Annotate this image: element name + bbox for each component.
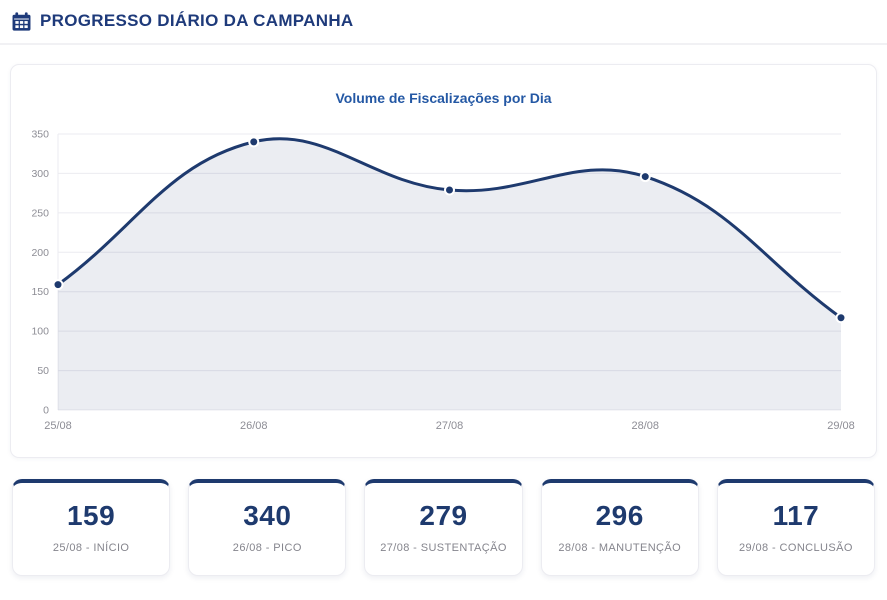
page-header: PROGRESSO DIÁRIO DA CAMPANHA [0,0,887,45]
y-tick-label: 100 [31,326,49,338]
data-point[interactable] [639,171,651,183]
x-tick-label: 29/08 [827,420,855,432]
summary-value: 159 [66,500,116,531]
y-tick-label: 200 [31,247,49,259]
x-tick-label: 28/08 [631,420,659,432]
chart-area: 0 50 100 150 200 250 300 350 25/08 26/08 27/08 28/0… [11,113,876,450]
y-tick-label: 50 [37,365,49,377]
summary-card-pico: 340 26/08 - PICO [188,479,347,576]
summary-value: 296 [595,500,644,531]
x-tick-label: 26/08 [240,420,268,432]
y-tick-label: 250 [31,207,49,219]
x-tick-label: 25/08 [44,420,72,432]
x-tick-label: 27/08 [436,420,464,432]
y-tick-label: 300 [31,168,49,180]
summary-card-inicio: 159 25/08 - INÍCIO [12,479,171,576]
summary-card-conclusao: 117 29/08 - CONCLUSÃO [716,479,876,576]
data-point[interactable] [248,136,260,148]
summary-cards-row: 159 25/08 - INÍCIO 340 26/08 - PICO 279 … [12,479,876,576]
area-fill [58,138,841,410]
summary-card-sustentacao: 279 27/08 - SUSTENTAÇÃO [364,479,523,576]
data-point[interactable] [835,312,847,324]
summary-value: 279 [419,500,468,531]
chart-card: Volume de Fiscalizações por Dia 0 50 100 15… [10,64,877,458]
y-tick-label: 150 [31,286,49,298]
summary-value: 340 [243,500,292,531]
summary-label: 29/08 - CONCLUSÃO [739,542,853,554]
data-point[interactable] [52,279,64,291]
summary-label: 27/08 - SUSTENTAÇÃO [380,542,507,554]
chart-title: Volume de Fiscalizações por Dia [335,90,552,106]
y-tick-label: 350 [31,129,49,141]
page-title: PROGRESSO DIÁRIO DA CAMPANHA [40,11,354,30]
calendar-icon [12,11,31,31]
data-point[interactable] [444,184,455,196]
summary-label: 26/08 - PICO [232,542,302,554]
summary-label: 28/08 - MANUTENÇÃO [558,542,682,554]
daily-volume-line-chart[interactable]: 0 50 100 150 200 250 300 350 25/08 26/08 27/08 28/0… [11,113,876,445]
summary-label: 25/08 - INÍCIO [52,542,130,554]
summary-card-manutencao: 296 28/08 - MANUTENÇÃO [540,479,699,576]
y-tick-label: 0 [43,405,49,417]
summary-value: 117 [772,500,820,531]
